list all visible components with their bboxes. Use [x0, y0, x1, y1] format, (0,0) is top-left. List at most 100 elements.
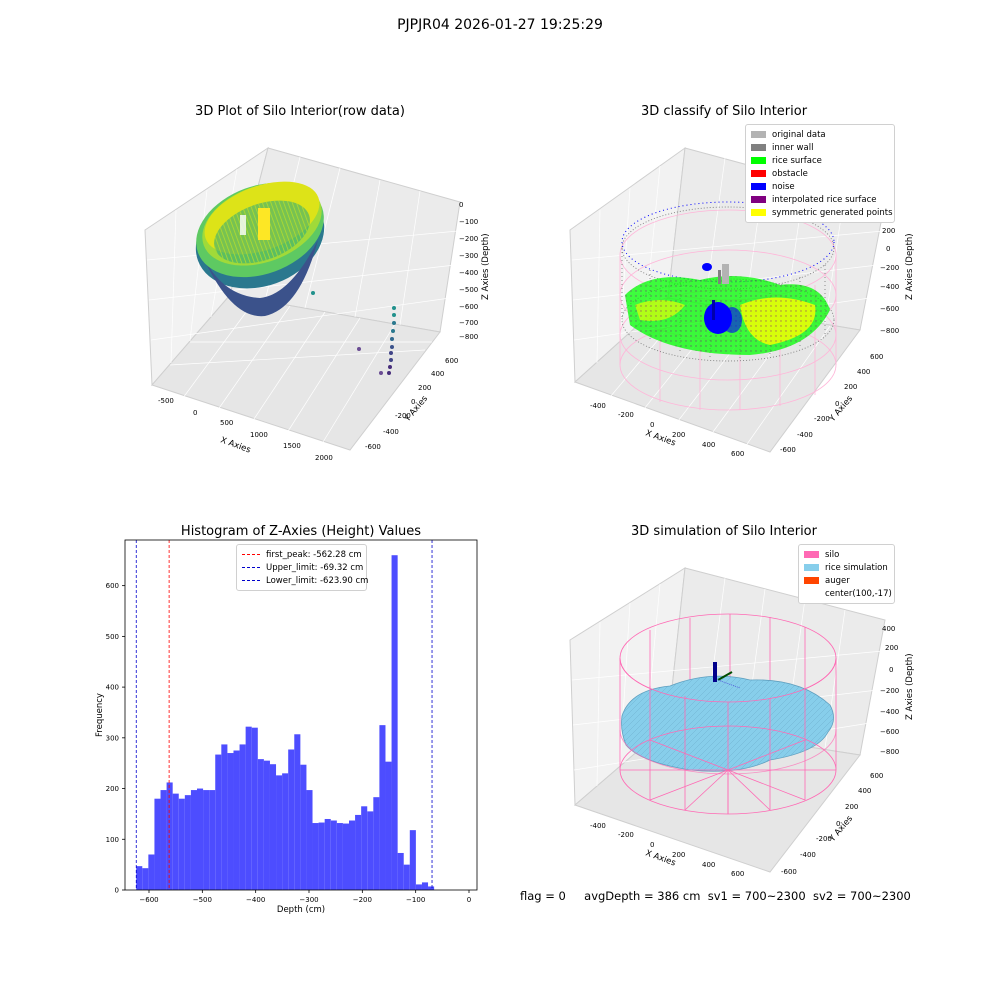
histogram-bar [342, 823, 349, 890]
panel1-y-tick: 0 [411, 398, 415, 406]
legend-swatch [804, 577, 819, 584]
legend-entry: first_peak: -562.28 cm [242, 548, 362, 561]
legend-label: inner wall [772, 142, 814, 153]
legend-label: Upper_limit: -69.32 cm [266, 562, 364, 573]
legend-swatch [751, 131, 766, 138]
histogram-bar [263, 760, 270, 890]
legend-line [242, 580, 260, 581]
histogram-x-tick: −600 [139, 896, 158, 904]
legend-entry: original data [751, 128, 889, 141]
legend-entry: Upper_limit: -69.32 cm [242, 561, 364, 574]
histogram-bar [336, 823, 343, 890]
panel2-z-tick: −400 [880, 283, 899, 291]
panel2-title: 3D classify of Silo Interior [640, 104, 808, 119]
avg-depth-text: avgDepth = 386 cm [584, 889, 701, 903]
legend-label: rice surface [772, 155, 822, 166]
panel4-legend: silo rice simulation auger center(100,-1… [798, 544, 895, 604]
panel1-3d-axes: -500 0 500 1000 1500 2000 -600 -400 -200… [144, 146, 491, 462]
legend-label: Lower_limit: -623.90 cm [266, 575, 369, 586]
panel2-z-label: Z Axies (Depth) [905, 233, 915, 300]
histogram-bar [282, 773, 289, 890]
histogram-bar [136, 866, 143, 890]
panel4-x-tick: 200 [672, 851, 685, 859]
panel1-z-tick: −800 [459, 333, 478, 341]
histogram-x-tick: −100 [406, 896, 425, 904]
histogram-bar [148, 854, 155, 890]
histogram-x-tick: −200 [353, 896, 372, 904]
panel1-z-tick: 0 [459, 201, 463, 209]
histogram-bar [178, 798, 185, 890]
panel4-auger [713, 662, 741, 689]
panel2-z-tick: 0 [886, 245, 890, 253]
histogram-y-tick: 100 [106, 836, 119, 844]
legend-label: obstacle [772, 168, 808, 179]
histogram-y-tick: 600 [106, 582, 119, 590]
panel4-y-tick: 200 [845, 803, 858, 811]
histogram-bar [312, 823, 319, 890]
legend-entry: interpolated rice surface [751, 193, 889, 206]
histogram-vlines [135, 540, 433, 890]
histogram-bar [269, 764, 277, 890]
legend-swatch [751, 170, 766, 177]
panel4-z-tick: 400 [882, 625, 895, 633]
panel2-x-tick: 600 [731, 450, 744, 458]
histogram-bar [276, 775, 283, 890]
histogram-bar [190, 790, 197, 890]
legend-swatch [751, 157, 766, 164]
panel1-x-tick: -500 [158, 397, 174, 405]
flag-text: flag = 0 [520, 889, 566, 903]
histogram-x-tick: −400 [246, 896, 265, 904]
histogram-bar [245, 726, 252, 890]
panel1-x-label: X Axies [219, 435, 252, 455]
panel2-legend: original data inner wall rice surface ob… [745, 124, 895, 223]
panel1-grid [146, 156, 459, 448]
panel4-z-tick: −400 [880, 708, 899, 716]
figure-suptitle: PJPJR04 2026-01-27 19:25:29 [397, 17, 603, 33]
histogram-bar [257, 759, 264, 890]
histogram-bar [184, 795, 191, 890]
panel1-z-tick: −200 [459, 235, 478, 243]
histogram-bar [318, 822, 325, 890]
panel1-point-cloud [195, 181, 325, 317]
histogram-bar [233, 750, 240, 890]
legend-swatch [804, 564, 819, 571]
legend-label: original data [772, 129, 826, 140]
histogram-x-tick: −500 [193, 896, 212, 904]
histogram-bar [203, 790, 210, 890]
panel1-z-tick: −400 [459, 269, 478, 277]
histogram-bar [221, 744, 228, 890]
panel1-z-tick: −300 [459, 252, 478, 260]
panel4-surface-mesh [621, 676, 834, 772]
panel2-y-tick: -400 [797, 431, 813, 439]
panel1-x-tick: 1500 [283, 442, 301, 450]
histogram-chart: −600 −500 −400 −300 −200 −100 0 0 100 200 300 400 5… [95, 539, 478, 915]
panel4-x-tick: -400 [590, 822, 606, 830]
histogram-bar [160, 790, 167, 890]
panel2-noise-cluster [702, 263, 742, 334]
panel4-y-tick: -600 [781, 868, 797, 876]
panel1-y-tick: -400 [383, 428, 399, 436]
panel1-y-tick: 600 [445, 357, 458, 365]
panel2-y-tick: 600 [870, 353, 883, 361]
panel2-y-tick: -600 [780, 446, 796, 454]
panel4-y-tick: 600 [870, 772, 883, 780]
panel4-y-tick: 0 [836, 820, 840, 828]
histogram-bar [209, 790, 216, 890]
legend-entry: silo [804, 548, 889, 561]
histogram-bar [409, 830, 416, 890]
histogram-bar [300, 764, 307, 890]
legend-label: symmetric generated points [772, 207, 893, 218]
histogram-y-ticks: 0 100 200 300 400 500 600 [106, 582, 125, 895]
panel2-z-tick: −800 [880, 327, 899, 335]
panel1-y-label: Y Axies [402, 394, 430, 425]
histogram-y-tick: 500 [106, 633, 119, 641]
legend-entry: auger [804, 574, 889, 587]
histogram-y-label: Frequency [95, 693, 105, 737]
panel1-x-tick: 2000 [315, 454, 333, 462]
panel1-y-tick: -600 [365, 443, 381, 451]
histogram-bar [403, 864, 410, 890]
panel2-y-tick: 200 [844, 383, 857, 391]
histogram-bar [227, 753, 234, 890]
histogram-bar [239, 744, 246, 890]
legend-label: center(100,-17) [825, 588, 892, 599]
